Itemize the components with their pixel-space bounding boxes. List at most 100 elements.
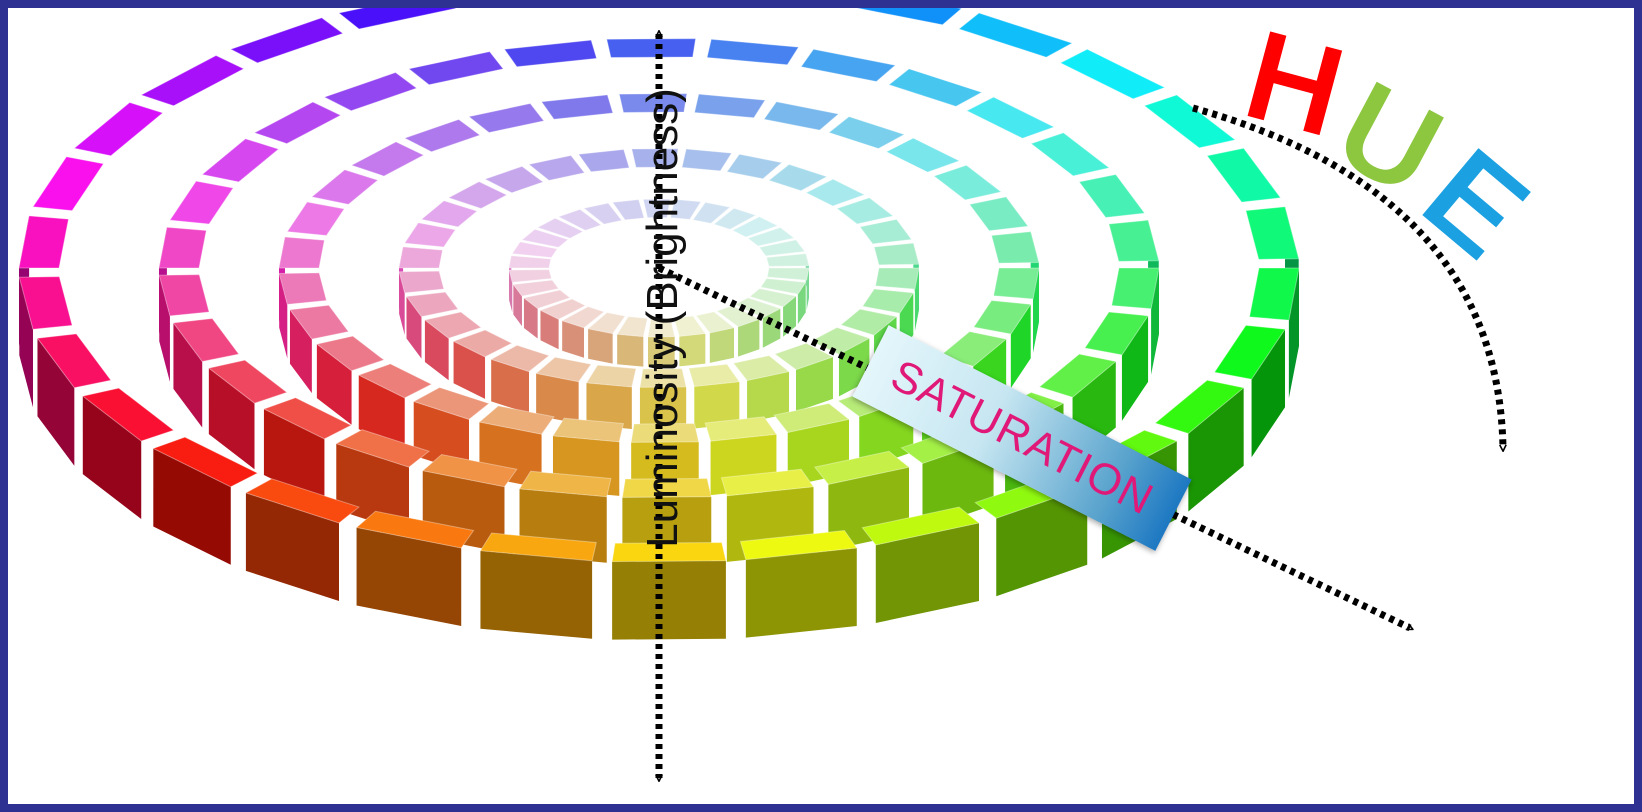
color-tile (582, 202, 623, 225)
color-tile-side (263, 408, 325, 505)
color-tile-side (586, 382, 632, 429)
color-tile (859, 218, 913, 245)
color-tile (621, 477, 712, 498)
color-tile-side (523, 298, 538, 339)
color-tile (407, 51, 505, 86)
color-tile (1143, 94, 1237, 149)
color-tile (81, 387, 175, 442)
color-tile (835, 197, 895, 225)
color-tile (323, 71, 418, 112)
color-tile (630, 423, 700, 443)
color-tile (1108, 219, 1160, 262)
color-tile (813, 450, 911, 485)
color-tile (1248, 267, 1300, 321)
color-tile-side (1251, 329, 1286, 458)
color-tile (158, 274, 210, 317)
color-tile-side (796, 356, 833, 412)
color-tile (18, 276, 73, 330)
color-tile-side (289, 309, 312, 394)
color-tile-side (679, 333, 706, 367)
color-tile (874, 267, 920, 290)
color-tile (885, 137, 961, 173)
color-tile (577, 148, 630, 173)
color-tile-side (509, 270, 513, 313)
color-tile-side (413, 401, 469, 474)
color-tile (489, 344, 551, 373)
color-tile (968, 196, 1029, 232)
color-tile (773, 402, 851, 434)
color-tile (706, 38, 800, 66)
color-tile (712, 207, 758, 230)
color-tile (746, 226, 796, 247)
color-tile-side (617, 334, 644, 367)
color-tile (560, 306, 606, 329)
color-tile (278, 272, 328, 305)
color-tile (552, 417, 625, 443)
color-tile (229, 17, 344, 64)
color-tile (704, 416, 778, 442)
color-tile-side (316, 344, 352, 425)
color-tile (520, 228, 570, 248)
color-tile (965, 96, 1056, 139)
color-tile (766, 267, 810, 281)
color-tile (939, 331, 1008, 367)
color-tile-side (153, 448, 231, 565)
color-tile-side (1151, 268, 1159, 375)
color-tile (289, 304, 350, 340)
color-tile (839, 308, 898, 336)
color-tile (1245, 206, 1300, 260)
color-tile (773, 342, 835, 371)
color-tile (539, 298, 587, 320)
color-wheel-rings (18, 8, 1300, 640)
color-tile (748, 288, 798, 308)
color-tile (800, 48, 897, 83)
color-tile (73, 101, 164, 157)
color-tile (535, 356, 592, 383)
color-tile (244, 478, 361, 524)
color-tile (1111, 267, 1160, 310)
color-tile (873, 242, 920, 266)
hue-arc-arrow (1192, 104, 1503, 448)
diagram-frame: Luminosity (Brightness) SATURATION H U E (8, 8, 1634, 804)
color-tile (726, 153, 783, 180)
color-tile (692, 201, 731, 224)
color-tile (611, 541, 727, 563)
color-tile (152, 436, 259, 488)
color-tile (421, 453, 518, 488)
color-tile (688, 363, 741, 388)
color-tile (315, 335, 385, 372)
color-tile (478, 405, 555, 435)
color-tile (760, 277, 807, 295)
color-tile (854, 8, 963, 26)
color-tile-side (173, 322, 203, 428)
color-tile (169, 180, 234, 225)
color-tile (398, 270, 445, 294)
color-tile (1059, 48, 1166, 100)
color-tile (957, 12, 1074, 58)
color-tile (805, 178, 866, 207)
color-tile (993, 267, 1040, 300)
color-tile-side (279, 273, 288, 359)
color-tile-side (37, 338, 75, 466)
color-tile (405, 291, 459, 318)
color-tile (1030, 132, 1111, 177)
color-tile (1078, 173, 1146, 219)
color-tile (1154, 379, 1245, 435)
color-tile (587, 312, 626, 335)
color-tile (827, 116, 906, 150)
color-tile-side (738, 319, 760, 357)
color-tile (618, 93, 688, 113)
color-tile-side (914, 268, 919, 332)
color-tile-side (806, 268, 809, 311)
color-solid-diagram (18, 8, 1634, 804)
color-tile-side (747, 371, 789, 423)
color-tile (508, 269, 553, 283)
color-tile-side (82, 396, 142, 520)
color-tile (720, 468, 815, 497)
color-tile (990, 231, 1040, 264)
color-tile-side (1032, 268, 1039, 353)
color-tile (536, 217, 584, 239)
color-tile-side (453, 341, 486, 399)
color-tile (1213, 324, 1286, 380)
color-tile-side (356, 527, 462, 626)
